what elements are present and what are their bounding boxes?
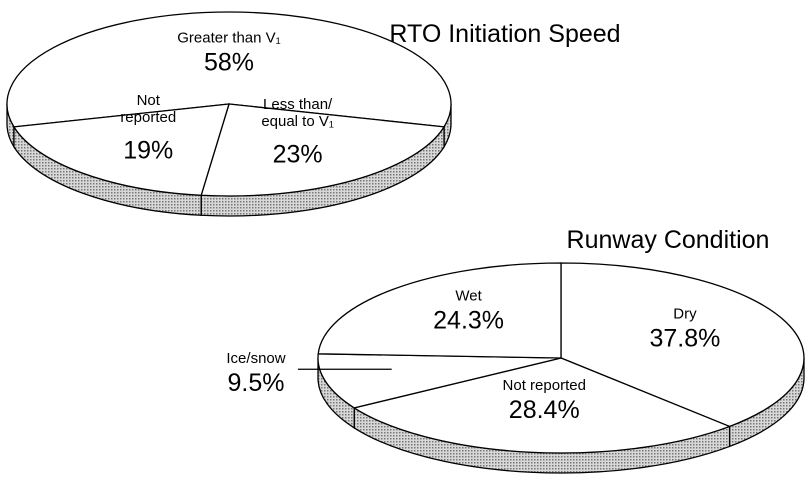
slice-label: Dry — [673, 305, 697, 322]
slice-label: Wet — [455, 287, 482, 304]
value-label: 37.8% — [650, 324, 721, 352]
slice-label: Not reported — [503, 377, 586, 394]
chart-title: Runway Condition — [567, 226, 770, 254]
slice-label: Ice/snow — [226, 350, 285, 367]
pie-slice — [317, 353, 562, 409]
value-label: 9.5% — [228, 369, 285, 397]
pie-slice — [560, 262, 805, 428]
pie-slice — [352, 357, 732, 454]
slice-label: Less than/equal to V₁ — [261, 96, 334, 130]
value-label: 58% — [204, 49, 254, 77]
slice-label: Not reported — [120, 92, 176, 126]
pie-slice — [12, 103, 230, 196]
pie-slice — [200, 103, 446, 197]
value-label: 23% — [273, 140, 323, 168]
slice-label: Greater than V₁ — [177, 30, 280, 47]
pie-slice — [6, 11, 452, 128]
value-label: 28.4% — [509, 396, 580, 424]
pie-slice — [317, 262, 562, 359]
value-label: 19% — [123, 136, 173, 164]
value-label: 24.3% — [433, 306, 504, 334]
chart-title: RTO Initiation Speed — [389, 20, 620, 48]
